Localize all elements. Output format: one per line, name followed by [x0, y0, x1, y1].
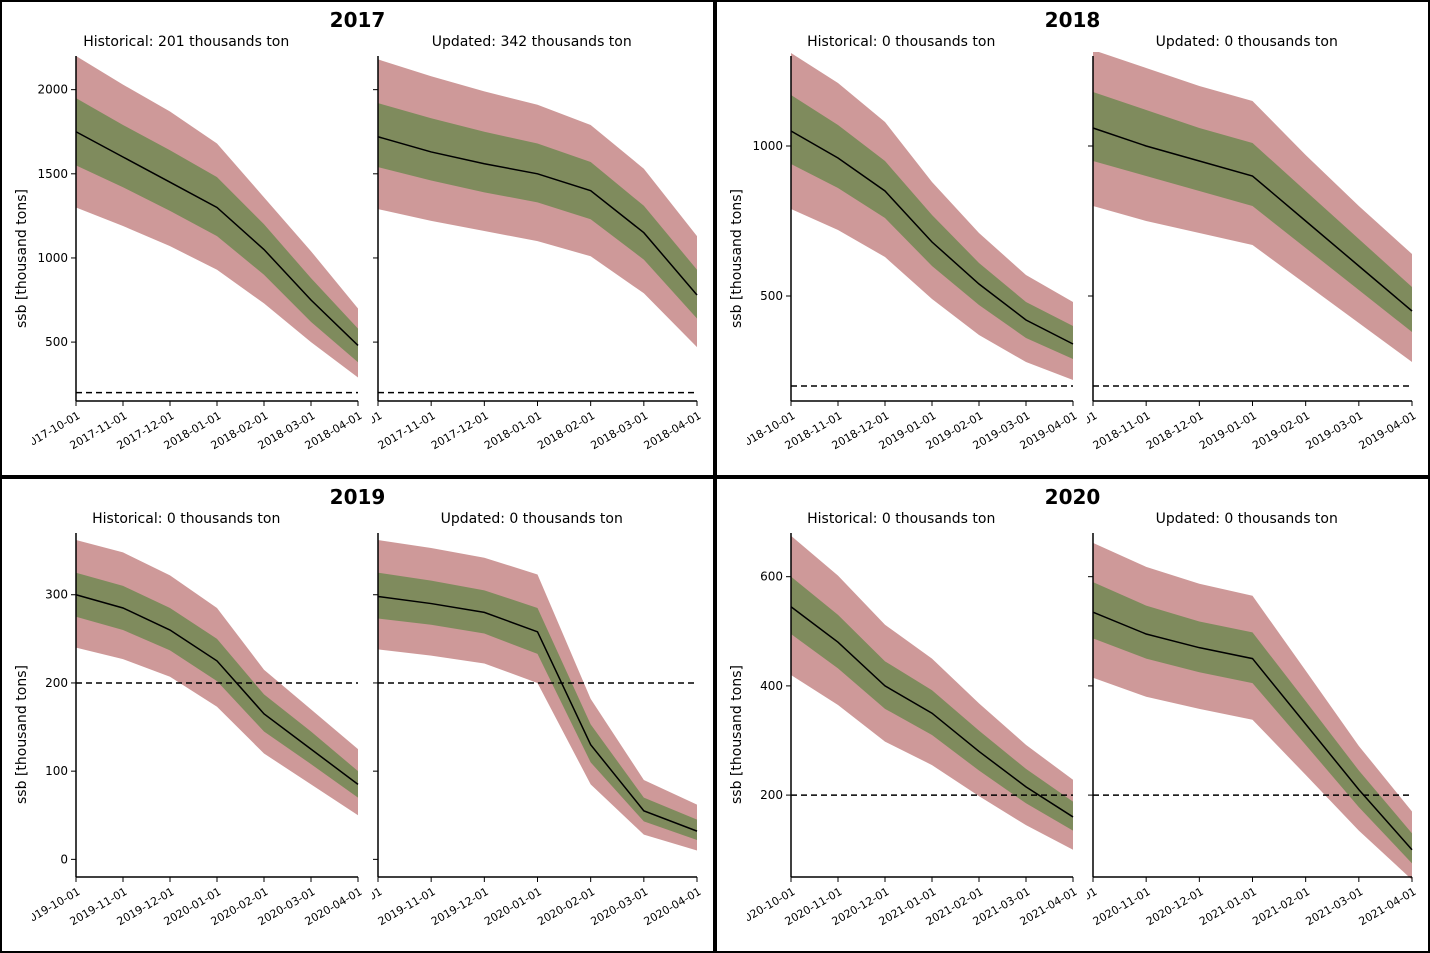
subplot-subtitle: Updated: 0 thousands ton	[441, 511, 623, 527]
subplot-subtitle: Updated: 342 thousands ton	[432, 34, 632, 50]
x-tick-label: 2017-11-01	[376, 409, 438, 452]
panel-2019: 2019 Historical: 0 thousands ton Updated: …	[0, 477, 715, 953]
chart-svg: 5001000150020002017-10-012017-11-012017-…	[32, 52, 364, 465]
subplot-subtitle: Historical: 0 thousands ton	[807, 34, 995, 50]
x-tick-label: 2020-12-01	[1144, 885, 1206, 928]
subplot-subtitle: Historical: 201 thousands ton	[83, 34, 289, 50]
confidence-band-outer	[1093, 52, 1412, 362]
x-tick-label: 2019-11-01	[376, 885, 438, 928]
y-tick-label: 1500	[37, 167, 68, 181]
x-tick-label: 2021-04-01	[1357, 885, 1418, 928]
chart-svg: 01002003002019-10-012019-11-012019-12-01…	[32, 529, 364, 941]
x-tick-label: 2020-03-01	[588, 885, 650, 928]
subplot: 01002003002019-10-012019-11-012019-12-01…	[32, 529, 364, 941]
confidence-band-inner	[76, 98, 358, 362]
y-tick-label: 500	[45, 335, 68, 349]
y-tick-label: 2000	[37, 83, 68, 97]
y-tick-label: 1000	[752, 139, 783, 153]
subplot: 2004006002020-10-012020-11-012020-12-012…	[747, 529, 1079, 941]
subplot: 2020-10-012020-11-012020-12-012021-01-01…	[1087, 529, 1418, 941]
confidence-band-outer	[1093, 543, 1412, 880]
subtitles-row: Historical: 201 thousands ton Updated: 34…	[12, 34, 703, 50]
subplot: 50010002018-10-012018-11-012018-12-01201…	[747, 52, 1079, 465]
x-tick-label: 2019-12-01	[429, 885, 491, 928]
subplot: 5001000150020002017-10-012017-11-012017-…	[32, 52, 364, 465]
panel-title: 2017	[12, 8, 703, 32]
subplot: 2019-10-012019-11-012019-12-012020-01-01…	[372, 529, 703, 941]
chart-svg: 2019-10-012019-11-012019-12-012020-01-01…	[372, 529, 703, 941]
plots-container: 0 100 200 300 2019-10-012019-11-012019-12-01…	[32, 529, 703, 941]
x-tick-label: 2021-02-01	[1250, 885, 1312, 928]
subtitles-row: Historical: 0 thousands ton Updated: 0 th…	[12, 511, 703, 527]
y-tick-label: 200	[45, 676, 68, 690]
chart-svg: 2004006002020-10-012020-11-012020-12-012…	[747, 529, 1079, 941]
subplot-subtitle: Historical: 0 thousands ton	[92, 511, 280, 527]
x-tick-label: 2019-01-01	[1197, 409, 1259, 452]
chart-svg: 2017-10-012017-11-012017-12-012018-01-01…	[372, 52, 703, 465]
chart-area: ssb [thousand tons] 0 100 200 300 2019-10-012…	[12, 529, 703, 941]
x-tick-label: 2020-02-01	[535, 885, 597, 928]
confidence-band-inner	[378, 573, 697, 840]
y-tick-label: 100	[45, 764, 68, 778]
panel-2020: 2020 Historical: 0 thousands ton Updated: …	[715, 477, 1430, 953]
subplot-subtitle: Updated: 0 thousands ton	[1156, 34, 1338, 50]
x-tick-label: 2018-11-01	[1091, 409, 1153, 452]
y-axis-label: ssb [thousand tons]	[12, 52, 32, 465]
x-tick-label: 2018-12-01	[1144, 409, 1206, 452]
x-tick-label: 2018-03-01	[588, 409, 650, 452]
y-tick-label: 600	[760, 570, 783, 584]
x-tick-label: 2018-01-01	[482, 409, 544, 452]
y-tick-label: 0	[60, 852, 68, 866]
x-tick-label: 2018-04-01	[642, 409, 703, 452]
x-tick-label: 2020-04-01	[642, 885, 703, 928]
subtitles-row: Historical: 0 thousands ton Updated: 0 th…	[727, 511, 1418, 527]
panel-title: 2018	[727, 8, 1418, 32]
chart-area: ssb [thousand tons] 500 1000 1500 2000 2017-1…	[12, 52, 703, 465]
plots-container: 500 1000 2018-10-012018-11-012018-12-01201…	[747, 52, 1418, 465]
panel-title: 2019	[12, 485, 703, 509]
subplot-subtitle: Updated: 0 thousands ton	[1156, 511, 1338, 527]
subplot-subtitle: Historical: 0 thousands ton	[807, 511, 995, 527]
y-axis-label: ssb [thousand tons]	[727, 52, 747, 465]
x-tick-label: 2019-03-01	[1303, 409, 1365, 452]
x-tick-label: 2019-04-01	[1357, 409, 1418, 452]
x-tick-label: 2021-03-01	[1303, 885, 1365, 928]
subplot: 2018-10-012018-11-012018-12-012019-01-01…	[1087, 52, 1418, 465]
chart-svg: 2020-10-012020-11-012020-12-012021-01-01…	[1087, 529, 1418, 941]
y-tick-label: 400	[760, 679, 783, 693]
plots-container: 200 400 600 2020-10-012020-11-012020-12-012…	[747, 529, 1418, 941]
y-tick-label: 300	[45, 588, 68, 602]
y-tick-label: 1000	[37, 251, 68, 265]
chart-area: ssb [thousand tons] 500 1000 2018-10-012018…	[727, 52, 1418, 465]
y-axis-label: ssb [thousand tons]	[727, 529, 747, 941]
x-tick-label: 2017-12-01	[429, 409, 491, 452]
y-tick-label: 200	[760, 788, 783, 802]
subtitles-row: Historical: 0 thousands ton Updated: 0 th…	[727, 34, 1418, 50]
chart-area: ssb [thousand tons] 200 400 600 2020-10-0120…	[727, 529, 1418, 941]
panel-title: 2020	[727, 485, 1418, 509]
chart-svg: 2018-10-012018-11-012018-12-012019-01-01…	[1087, 52, 1418, 465]
x-tick-label: 2021-01-01	[1197, 885, 1259, 928]
x-tick-label: 2019-02-01	[1250, 409, 1312, 452]
x-tick-label: 2020-01-01	[482, 885, 544, 928]
panel-2017: 2017 Historical: 201 thousands ton Updated…	[0, 0, 715, 477]
x-tick-label: 2020-11-01	[1091, 885, 1153, 928]
plots-container: 500 1000 1500 2000 2017-10-012017-11-012017-…	[32, 52, 703, 465]
y-tick-label: 500	[760, 289, 783, 303]
confidence-band-outer	[378, 59, 697, 347]
panel-2018: 2018 Historical: 0 thousands ton Updated: …	[715, 0, 1430, 477]
subplot: 2017-10-012017-11-012017-12-012018-01-01…	[372, 52, 703, 465]
x-tick-label: 2018-02-01	[535, 409, 597, 452]
confidence-band-inner	[791, 577, 1073, 831]
y-axis-label: ssb [thousand tons]	[12, 529, 32, 941]
chart-svg: 50010002018-10-012018-11-012018-12-01201…	[747, 52, 1079, 465]
